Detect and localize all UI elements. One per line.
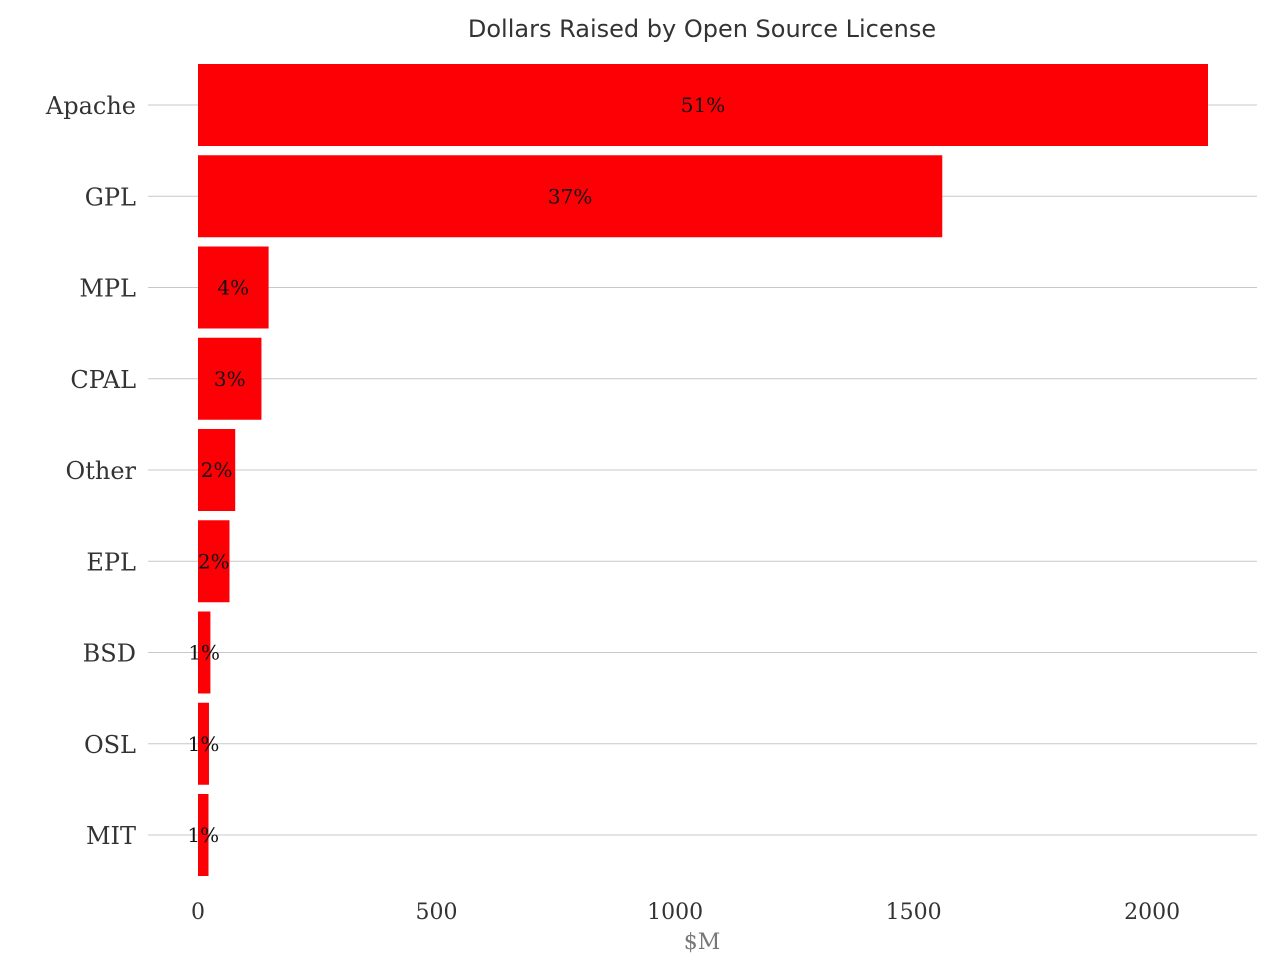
category-label: GPL bbox=[85, 183, 136, 211]
category-label: Other bbox=[66, 457, 137, 485]
category-label: BSD bbox=[83, 640, 136, 668]
x-tick-label: 500 bbox=[416, 900, 458, 925]
data-labels: 51% 37% 4% 3% 2% 2% 1% 1% 1% bbox=[187, 93, 725, 847]
bar-mpl bbox=[198, 246, 269, 329]
bar-osl bbox=[198, 702, 209, 785]
data-label: 37% bbox=[548, 184, 592, 208]
bars bbox=[198, 64, 1208, 876]
data-label: 3% bbox=[214, 367, 246, 391]
x-tick-label: 1000 bbox=[647, 900, 703, 925]
data-label: 2% bbox=[201, 458, 233, 482]
x-tick-label: 2000 bbox=[1124, 900, 1180, 925]
bar-bsd bbox=[198, 611, 211, 694]
data-label: 1% bbox=[188, 641, 220, 665]
chart-title: Dollars Raised by Open Source License bbox=[468, 15, 936, 43]
data-label: 51% bbox=[681, 93, 725, 117]
data-label: 2% bbox=[198, 549, 230, 573]
category-labels: Apache GPL MPL CPAL Other EPL BSD OSL MIT bbox=[45, 92, 137, 850]
bar-epl bbox=[198, 520, 230, 603]
data-label: 1% bbox=[187, 823, 219, 847]
bar-mit bbox=[198, 794, 209, 876]
category-label: EPL bbox=[86, 548, 136, 576]
x-axis-ticks: 0 500 1000 1500 2000 bbox=[191, 900, 1180, 925]
data-label: 4% bbox=[217, 276, 249, 300]
category-label: Apache bbox=[45, 92, 136, 120]
category-label: CPAL bbox=[70, 366, 136, 394]
x-tick-label: 0 bbox=[191, 900, 205, 925]
category-label: OSL bbox=[84, 731, 136, 759]
x-tick-label: 1500 bbox=[886, 900, 942, 925]
category-label: MIT bbox=[86, 822, 136, 850]
bar-cpal bbox=[198, 337, 262, 420]
bar-gpl bbox=[198, 155, 943, 238]
category-label: MPL bbox=[79, 275, 136, 303]
x-axis-title: $M bbox=[684, 930, 721, 955]
bar-apache bbox=[198, 64, 1208, 146]
data-label: 1% bbox=[188, 732, 220, 756]
bar-other bbox=[198, 429, 236, 511]
